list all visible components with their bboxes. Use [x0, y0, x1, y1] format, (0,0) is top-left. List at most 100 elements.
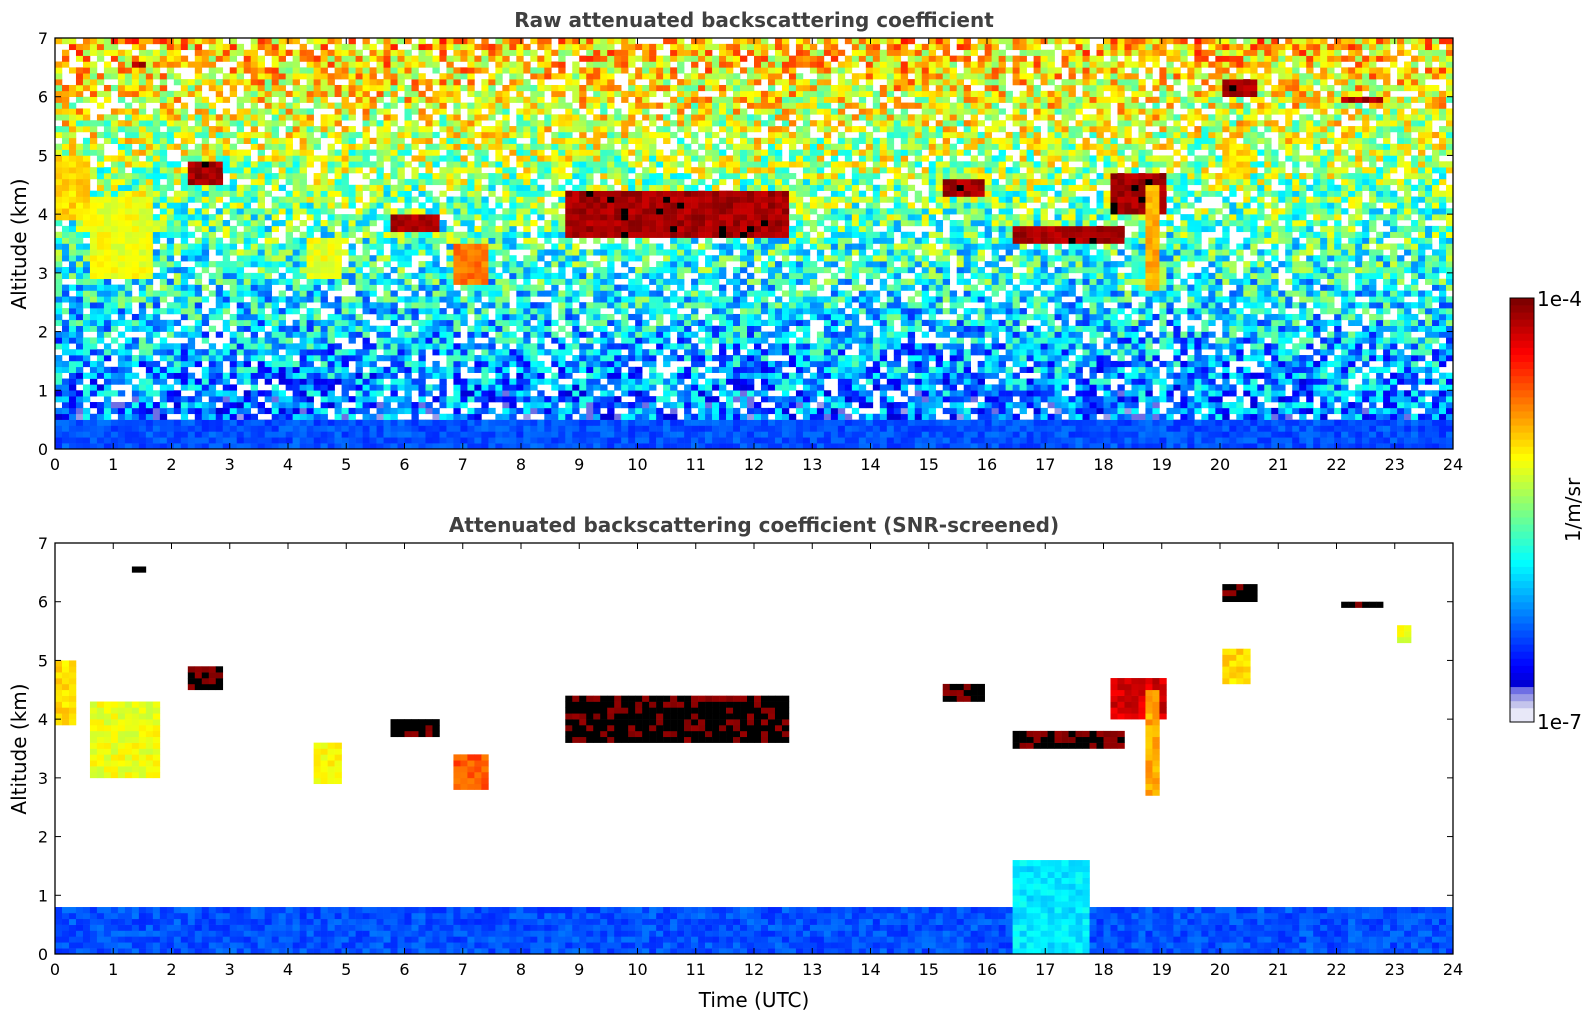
heatmap-cell — [61, 55, 70, 62]
heatmap-cell — [453, 296, 461, 303]
heatmap-cell — [208, 196, 217, 203]
heatmap-cell — [635, 355, 643, 362]
heatmap-cell — [313, 272, 321, 280]
heatmap-cell — [355, 272, 363, 280]
heatmap-cell — [313, 225, 321, 233]
heatmap-cell — [530, 407, 538, 415]
heatmap-cell — [278, 296, 286, 303]
heatmap-cell — [565, 161, 573, 168]
heatmap-cell — [229, 360, 238, 368]
heatmap-cell — [418, 202, 426, 209]
heatmap-cell — [397, 261, 405, 268]
heatmap-cell — [635, 296, 643, 303]
heatmap-cell — [187, 337, 196, 344]
heatmap-cell — [579, 360, 587, 368]
heatmap-cell — [558, 196, 566, 203]
heatmap-cell — [271, 402, 279, 409]
heatmap-cell — [586, 84, 594, 92]
heatmap-cell — [628, 296, 636, 303]
heatmap-cell — [467, 225, 475, 233]
heatmap-cell — [418, 49, 426, 56]
heatmap-cell — [516, 366, 524, 373]
heatmap-cell — [544, 120, 552, 127]
heatmap-cell — [341, 443, 349, 450]
heatmap-cell — [341, 372, 349, 379]
heatmap-cell — [215, 443, 224, 450]
heatmap-cell — [460, 73, 468, 80]
heatmap-cell — [474, 290, 482, 297]
heatmap-cell — [635, 272, 643, 280]
heatmap-cell — [362, 443, 370, 450]
heatmap-cell — [537, 84, 545, 92]
heatmap-cell — [110, 38, 119, 45]
heatmap-cell — [509, 284, 517, 291]
heatmap-cell — [180, 149, 189, 156]
heatmap-cell — [537, 349, 545, 356]
heatmap-cell — [607, 243, 615, 250]
heatmap-cell — [159, 290, 168, 297]
heatmap-cell — [530, 84, 538, 92]
heatmap-cell — [271, 173, 279, 180]
heatmap-cell — [355, 349, 363, 356]
heatmap-cell — [187, 313, 196, 321]
heatmap-cell — [96, 431, 105, 438]
heatmap-cell — [194, 243, 203, 250]
heatmap-cell — [621, 149, 629, 156]
heatmap-cell — [306, 390, 314, 397]
heatmap-cell — [257, 225, 265, 233]
heatmap-cell — [110, 208, 119, 215]
heatmap-cell — [201, 96, 210, 103]
heatmap-cell — [446, 437, 454, 444]
heatmap-cell — [635, 155, 643, 162]
heatmap-cell — [341, 325, 349, 332]
heatmap-cell — [117, 137, 126, 144]
heatmap-cell — [229, 443, 238, 450]
heatmap-cell — [243, 167, 252, 174]
heatmap-cell — [208, 237, 217, 244]
heatmap-cell — [614, 378, 622, 385]
heatmap-cell — [327, 443, 335, 450]
heatmap-cell — [586, 437, 594, 444]
heatmap-cell — [61, 90, 70, 98]
heatmap-cell — [565, 208, 573, 215]
heatmap-cell — [103, 413, 112, 420]
heatmap-cell — [523, 225, 531, 233]
heatmap-cell — [278, 108, 286, 115]
heatmap-cell — [376, 331, 384, 338]
heatmap-cell — [628, 419, 636, 426]
heatmap-cell — [250, 231, 259, 238]
heatmap-cell — [453, 67, 461, 74]
heatmap-cell — [264, 278, 272, 285]
heatmap-cell — [264, 360, 272, 368]
heatmap-cell — [593, 73, 601, 80]
heatmap-cell — [159, 137, 168, 144]
heatmap-cell — [474, 407, 482, 415]
heatmap-cell — [523, 443, 531, 450]
heatmap-cell — [243, 149, 252, 156]
heatmap-cell — [110, 114, 119, 121]
heatmap-cell — [628, 384, 636, 391]
heatmap-cell — [243, 184, 252, 191]
heatmap-cell — [187, 272, 196, 280]
heatmap-cell — [586, 214, 594, 221]
heatmap-cell — [418, 437, 426, 444]
heatmap-cell — [110, 237, 119, 244]
heatmap-cell — [75, 155, 84, 162]
heatmap-cell — [516, 390, 524, 397]
heatmap-cell — [180, 190, 189, 197]
heatmap-cell — [418, 396, 426, 403]
heatmap-cell — [572, 155, 580, 162]
heatmap-cell — [82, 143, 91, 150]
heatmap-cell — [180, 178, 189, 186]
heatmap-cell — [89, 196, 98, 203]
heatmap-cell — [642, 337, 650, 344]
heatmap-cell — [89, 67, 98, 74]
heatmap-cell — [404, 349, 412, 356]
heatmap-cell — [271, 419, 279, 426]
heatmap-cell — [348, 425, 356, 432]
heatmap-cell — [250, 402, 259, 409]
heatmap-cell — [600, 413, 608, 420]
heatmap-cell — [607, 43, 615, 51]
heatmap-cell — [208, 149, 217, 156]
heatmap-cell — [145, 131, 154, 139]
